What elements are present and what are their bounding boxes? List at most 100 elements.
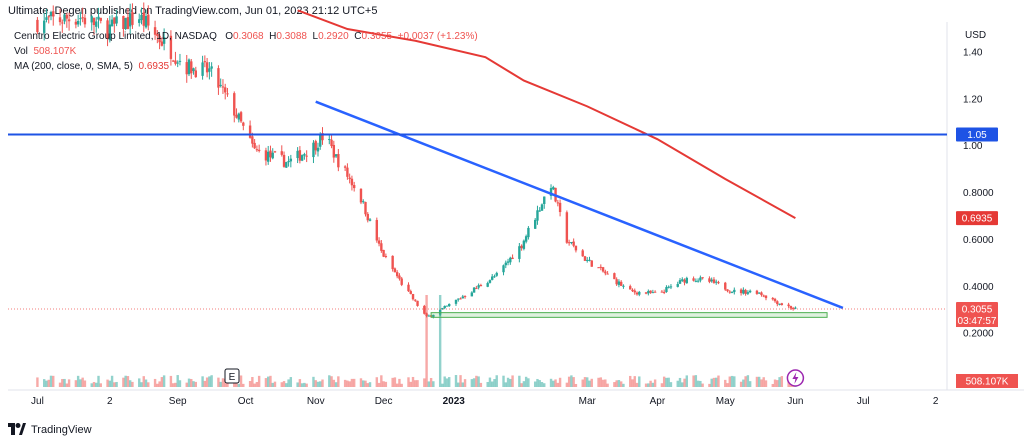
support-zone bbox=[430, 312, 828, 318]
candle-body bbox=[744, 290, 747, 294]
volume-bar bbox=[617, 380, 621, 387]
close-value: 0.3055 bbox=[361, 31, 393, 42]
price-chart[interactable]: USD 1.40 1.20 1.00 0.8000 0.6000 0.4000 0.2000… bbox=[0, 0, 1024, 420]
candle-body bbox=[106, 20, 109, 39]
volume-bar bbox=[359, 378, 363, 387]
candle-body bbox=[739, 289, 743, 294]
volume-bar bbox=[533, 381, 537, 387]
volume-bar bbox=[699, 380, 702, 387]
y-tick-label: 1.40 bbox=[963, 47, 983, 58]
volume-bar bbox=[264, 378, 268, 387]
volume-bar bbox=[328, 375, 331, 387]
candle-body bbox=[414, 299, 417, 301]
volume-bar bbox=[61, 378, 64, 387]
volume-bar bbox=[536, 378, 539, 387]
volume-bar bbox=[298, 379, 302, 387]
volume-bar bbox=[208, 376, 211, 387]
candle-body bbox=[712, 279, 716, 283]
volume-bar bbox=[106, 379, 109, 387]
volume-bar bbox=[113, 382, 116, 387]
volume-bar bbox=[95, 382, 98, 387]
candle-body bbox=[443, 305, 446, 309]
candle-body bbox=[364, 201, 367, 215]
x-tick-label: Jul bbox=[857, 396, 870, 407]
volume-bar bbox=[205, 377, 209, 387]
volume-bar bbox=[282, 381, 286, 387]
volume-bar bbox=[36, 377, 39, 387]
volume-bar bbox=[124, 375, 127, 387]
x-tick-label: Mar bbox=[579, 396, 597, 407]
candle-body bbox=[237, 113, 240, 120]
volume-bar bbox=[76, 375, 80, 387]
candle-body bbox=[543, 196, 546, 204]
volume-bar bbox=[776, 380, 779, 387]
candle-body bbox=[271, 152, 274, 159]
volume-bar bbox=[45, 380, 48, 387]
candle-body bbox=[477, 285, 480, 288]
drawings[interactable] bbox=[8, 100, 947, 318]
candle-body bbox=[43, 20, 46, 33]
candle-body bbox=[203, 61, 207, 63]
volume-bar bbox=[287, 379, 290, 387]
candle-body bbox=[287, 161, 290, 163]
volume-bar bbox=[588, 380, 591, 387]
volume-bar bbox=[303, 382, 306, 387]
volume-bar bbox=[255, 381, 259, 387]
candle-body bbox=[717, 282, 720, 284]
volume-bar bbox=[518, 375, 521, 387]
candle-body bbox=[108, 24, 112, 41]
volume-bar bbox=[685, 375, 688, 387]
chart-legend: Cenntro Electric Group Limited, 1D, NASD… bbox=[14, 29, 478, 74]
ma-price-badge: 0.6935 bbox=[962, 214, 993, 225]
last-price-badge: 0.3055 bbox=[962, 305, 993, 316]
volume-bar bbox=[409, 381, 412, 387]
volume-bar bbox=[459, 375, 462, 387]
candle-body bbox=[113, 17, 116, 24]
candle-body bbox=[791, 308, 795, 310]
candle-body bbox=[115, 16, 118, 24]
candle-body bbox=[257, 149, 261, 151]
candle-body bbox=[74, 21, 78, 25]
candle-body bbox=[527, 227, 530, 238]
candle-body bbox=[52, 11, 55, 17]
candle-body bbox=[479, 285, 483, 287]
legend-ohlc-row: Cenntro Electric Group Limited, 1D, NASD… bbox=[14, 29, 478, 44]
candle-body bbox=[733, 289, 736, 293]
ma-label[interactable]: MA (200, close, 0, SMA, 5) bbox=[14, 61, 133, 72]
candle-body bbox=[285, 162, 288, 168]
candle-body bbox=[613, 273, 616, 280]
price-axis bbox=[947, 22, 1024, 390]
candle-body bbox=[758, 292, 761, 294]
volume-bar bbox=[334, 382, 338, 387]
volume-bar bbox=[511, 375, 514, 387]
tradingview-logo-icon[interactable] bbox=[8, 422, 26, 438]
volume-label[interactable]: Vol bbox=[14, 46, 28, 57]
footer-brand[interactable]: TradingView bbox=[31, 424, 92, 436]
y-tick-label: 1.20 bbox=[963, 94, 983, 105]
candle-body bbox=[83, 17, 87, 25]
volume-bar bbox=[400, 383, 403, 387]
volume-bar bbox=[552, 380, 555, 387]
volume-bar bbox=[755, 376, 759, 387]
candle-body bbox=[61, 22, 64, 24]
candle-body bbox=[380, 243, 383, 251]
symbol-name[interactable]: Cenntro Electric Group Limited, 1D, NASD… bbox=[14, 31, 217, 42]
candles bbox=[36, 2, 797, 319]
candle-body bbox=[511, 257, 514, 260]
volume-bar bbox=[540, 382, 544, 387]
candle-body bbox=[273, 151, 277, 153]
volume-bar bbox=[495, 375, 498, 387]
volume-bar bbox=[425, 295, 428, 387]
close-label: C bbox=[354, 31, 362, 42]
volume-bars bbox=[36, 295, 797, 387]
candle-body bbox=[303, 154, 306, 156]
candle-body bbox=[427, 315, 431, 317]
volume-bar bbox=[586, 377, 589, 387]
candle-body bbox=[224, 87, 227, 93]
legend-volume-row: Vol 508.107K bbox=[14, 44, 478, 59]
candle-body bbox=[153, 27, 157, 35]
volume-bar bbox=[280, 382, 283, 387]
candle-body bbox=[36, 19, 39, 33]
volume-bar bbox=[49, 375, 53, 387]
candle-body bbox=[156, 33, 159, 36]
